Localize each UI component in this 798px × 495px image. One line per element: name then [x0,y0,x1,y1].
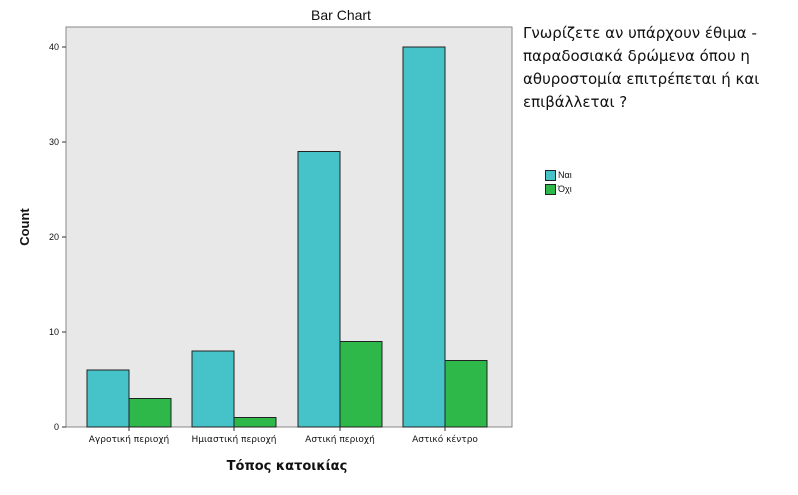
legend: Ναι Όχι [545,168,572,196]
y-axis: 0 10 20 30 40 [49,42,66,432]
y-tick-label: 30 [49,137,59,147]
y-tick-label: 10 [49,327,59,337]
y-axis-label: Count [17,208,32,246]
bar [128,398,172,428]
x-tick-label: Ημιαστική περιοχή [192,435,277,445]
x-tick-label: Αγροτική περιοχή [89,435,170,445]
y-tick-label: 40 [49,42,59,52]
x-tick-label: Αστική περιοχή [305,435,375,445]
x-axis-label: Τόπος κατοικίας [227,459,348,474]
bar [402,46,446,428]
x-tick-label: Αστικό κέντρο [412,434,478,445]
bars [86,46,488,428]
legend-swatch-no [545,183,556,195]
legend-label-yes: Ναι [558,170,572,180]
y-tick-label: 0 [54,422,59,432]
bar [191,350,235,428]
chart-title: Bar Chart [311,7,371,23]
legend-swatch-yes [545,169,556,181]
bar [86,369,130,428]
x-axis: Αγροτική περιοχή Ημιαστική περιοχή Αστική … [89,427,478,445]
bar [297,151,341,428]
bar [233,417,277,428]
legend-item-no: Όχι [545,182,572,196]
legend-label-no: Όχι [558,184,572,194]
legend-title: Γνωρίζετε αν υπάρχουν έθιμα - παραδοσιακ… [523,24,760,111]
bar [339,341,383,428]
bar [444,360,488,428]
legend-item-yes: Ναι [545,168,572,182]
y-tick-label: 20 [49,232,59,242]
